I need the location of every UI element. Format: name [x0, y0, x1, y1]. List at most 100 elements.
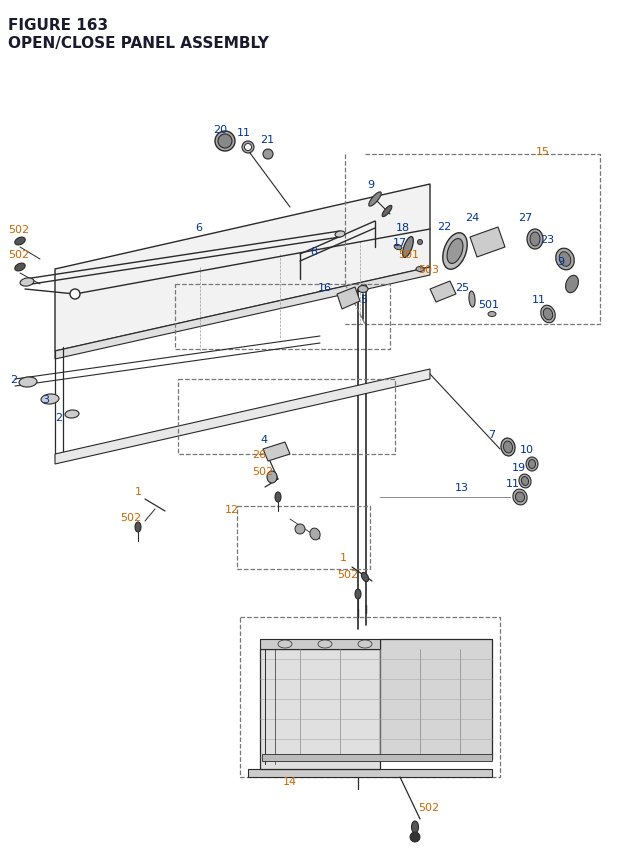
Text: 9: 9 [557, 257, 564, 267]
Ellipse shape [244, 145, 252, 152]
Text: 14: 14 [283, 776, 297, 786]
Polygon shape [470, 228, 505, 257]
Ellipse shape [310, 529, 320, 540]
Ellipse shape [267, 472, 277, 483]
Text: 9: 9 [367, 180, 374, 189]
Text: 27: 27 [518, 213, 532, 223]
Text: 18: 18 [396, 223, 410, 232]
Ellipse shape [242, 142, 254, 154]
Ellipse shape [275, 492, 281, 503]
Ellipse shape [41, 394, 59, 405]
Ellipse shape [215, 132, 235, 152]
Polygon shape [380, 639, 492, 759]
Ellipse shape [15, 263, 25, 271]
Ellipse shape [443, 233, 467, 270]
Polygon shape [248, 769, 492, 777]
Circle shape [70, 289, 80, 300]
Polygon shape [263, 443, 290, 461]
Text: 12: 12 [225, 505, 239, 514]
Text: 11: 11 [506, 479, 520, 488]
Ellipse shape [529, 460, 536, 469]
Ellipse shape [335, 232, 345, 238]
Ellipse shape [541, 306, 556, 324]
Ellipse shape [447, 239, 463, 264]
Text: 5: 5 [360, 294, 367, 305]
Ellipse shape [403, 238, 413, 258]
Ellipse shape [19, 377, 37, 387]
Text: 502: 502 [8, 250, 29, 260]
Ellipse shape [394, 245, 402, 251]
Ellipse shape [362, 573, 369, 582]
Ellipse shape [15, 238, 25, 245]
Ellipse shape [556, 249, 574, 270]
Text: 7: 7 [488, 430, 495, 439]
Ellipse shape [526, 457, 538, 472]
Ellipse shape [566, 276, 579, 294]
Ellipse shape [527, 230, 543, 250]
Polygon shape [262, 754, 492, 761]
Text: 1: 1 [135, 486, 142, 497]
Ellipse shape [218, 135, 232, 149]
Text: 24: 24 [465, 213, 479, 223]
Ellipse shape [501, 438, 515, 456]
Text: 502: 502 [337, 569, 358, 579]
Text: 1: 1 [340, 553, 347, 562]
Polygon shape [260, 649, 380, 769]
Text: 17: 17 [393, 238, 407, 248]
Text: 26: 26 [252, 449, 266, 460]
Ellipse shape [504, 442, 513, 454]
Text: 2: 2 [10, 375, 17, 385]
Text: 15: 15 [536, 147, 550, 157]
Ellipse shape [355, 589, 361, 599]
Text: 502: 502 [120, 512, 141, 523]
Text: 10: 10 [520, 444, 534, 455]
Text: 11: 11 [532, 294, 546, 305]
Polygon shape [260, 639, 380, 649]
Text: 502: 502 [418, 802, 439, 812]
Text: 503: 503 [418, 264, 439, 275]
Ellipse shape [416, 267, 424, 272]
Text: 502: 502 [8, 225, 29, 235]
Text: 4: 4 [260, 435, 267, 444]
Ellipse shape [278, 641, 292, 648]
Text: 501: 501 [398, 250, 419, 260]
Ellipse shape [369, 193, 381, 207]
Text: 501: 501 [478, 300, 499, 310]
Text: FIGURE 163: FIGURE 163 [8, 18, 108, 33]
Text: 8: 8 [310, 247, 317, 257]
Ellipse shape [515, 492, 525, 502]
Text: 502: 502 [252, 467, 273, 476]
Text: 21: 21 [260, 135, 274, 145]
Text: 22: 22 [437, 222, 451, 232]
Ellipse shape [513, 490, 527, 505]
Ellipse shape [318, 641, 332, 648]
Ellipse shape [417, 240, 422, 245]
Text: 19: 19 [512, 462, 526, 473]
Ellipse shape [488, 313, 496, 317]
Text: 25: 25 [455, 282, 469, 293]
Ellipse shape [65, 411, 79, 418]
Ellipse shape [519, 474, 531, 488]
Text: 6: 6 [195, 223, 202, 232]
Text: 13: 13 [455, 482, 469, 492]
Text: 11: 11 [237, 127, 251, 138]
Text: 2: 2 [55, 412, 62, 423]
Ellipse shape [20, 279, 34, 287]
Text: 3: 3 [42, 394, 49, 405]
Ellipse shape [559, 252, 571, 267]
Text: 23: 23 [540, 235, 554, 245]
Ellipse shape [522, 477, 529, 486]
Ellipse shape [135, 523, 141, 532]
Ellipse shape [530, 232, 540, 247]
Polygon shape [55, 369, 430, 464]
Ellipse shape [543, 309, 553, 320]
Ellipse shape [358, 641, 372, 648]
Ellipse shape [382, 206, 392, 217]
Polygon shape [55, 268, 430, 360]
Polygon shape [337, 288, 360, 310]
Ellipse shape [469, 292, 475, 307]
Ellipse shape [358, 286, 368, 293]
Ellipse shape [412, 821, 419, 833]
Text: 20: 20 [213, 125, 227, 135]
Polygon shape [55, 185, 430, 351]
